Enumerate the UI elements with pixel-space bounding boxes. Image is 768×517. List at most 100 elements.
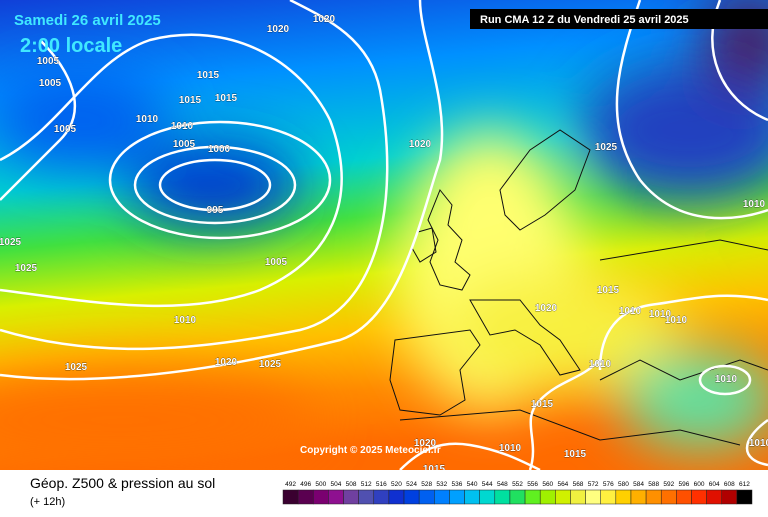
isobar-label: 1025 [65, 362, 88, 373]
isobar-label: 1020 [535, 303, 558, 314]
legend-swatch [600, 489, 617, 505]
legend-label: 544 [482, 481, 493, 488]
legend-label: 532 [436, 481, 447, 488]
legend-label: 584 [633, 481, 644, 488]
legend-swatch [464, 489, 480, 505]
legend-label: 604 [709, 481, 720, 488]
isobar-label: 1010 [619, 306, 642, 317]
legend-label: 520 [391, 481, 402, 488]
isobar-label: 1005 [39, 78, 62, 89]
legend-label: 516 [376, 481, 387, 488]
isobar-label: 1000 [208, 144, 231, 155]
legend-swatch [328, 489, 344, 505]
forecast-date: Samedi 26 avril 2025 [14, 12, 161, 29]
legend-swatch [509, 489, 526, 505]
legend-swatch [570, 489, 586, 505]
isobar-label: 1010 [589, 359, 612, 370]
warm-area [0, 370, 320, 470]
isobar-label: 1025 [0, 237, 22, 248]
legend-swatch [524, 489, 541, 505]
isobar-label: 1015 [197, 70, 220, 81]
isobar-label: 1020 [267, 24, 290, 35]
coastlines [389, 129, 768, 446]
legend-label: 540 [467, 481, 478, 488]
footer-step: (+ 12h) [30, 496, 65, 508]
isobar-label: 1010 [715, 374, 738, 385]
legend-swatch [313, 489, 329, 505]
legend-label: 512 [361, 481, 372, 488]
isobar-label: 1005 [37, 56, 60, 67]
legend-label: 600 [694, 481, 705, 488]
legend-swatch [585, 489, 601, 505]
run-info: Run CMA 12 Z du Vendredi 25 avril 2025 [480, 14, 689, 26]
legend-swatch [297, 489, 314, 505]
isobar-label: 1010 [743, 199, 766, 210]
legend-swatch [388, 489, 405, 505]
copyright: Copyright © 2025 Meteociel.fr [300, 445, 441, 456]
isobar-label: 1010 [749, 438, 768, 449]
legend-swatch [676, 489, 692, 505]
legend-swatch [479, 489, 496, 505]
legend-label: 560 [542, 481, 553, 488]
legend-swatch [645, 489, 662, 505]
legend-swatch [691, 489, 707, 505]
legend-label: 504 [331, 481, 342, 488]
legend-label: 548 [497, 481, 508, 488]
isobar-label: 1005 [173, 139, 196, 150]
legend-label: 564 [557, 481, 568, 488]
legend-swatch [358, 489, 375, 505]
forecast-time: 2:00 locale [20, 35, 122, 57]
legend-swatch [706, 489, 722, 505]
legend-swatch [660, 489, 677, 505]
legend-swatch [434, 489, 450, 505]
isobar-label: 1020 [409, 139, 432, 150]
legend-label: 508 [346, 481, 357, 488]
legend-swatch [418, 489, 435, 505]
legend-label: 568 [573, 481, 584, 488]
legend-label: 528 [421, 481, 432, 488]
isobar-label: 1005 [265, 257, 288, 268]
run-box [470, 9, 768, 29]
isobar-label: 1010 [174, 315, 197, 326]
legend-label: 536 [452, 481, 463, 488]
isobar-label: 1010 [649, 309, 672, 320]
isobar-label: 1025 [259, 359, 282, 370]
legend-swatch [373, 489, 390, 505]
trough [130, 145, 300, 225]
isobar-label: 1020 [215, 357, 238, 368]
isobar-label: 1025 [595, 142, 618, 153]
legend-label: 576 [603, 481, 614, 488]
isobar-label: 1015 [597, 285, 620, 296]
legend-swatch [449, 489, 465, 505]
legend-label: 556 [527, 481, 538, 488]
legend-label: 500 [315, 481, 326, 488]
trough [580, 60, 768, 200]
legend-label: 580 [618, 481, 629, 488]
legend-swatch [403, 489, 420, 505]
trough [0, 70, 170, 170]
isobar-label: 1020 [414, 438, 437, 449]
legend-swatch [343, 489, 359, 505]
isobar-label: 1010 [136, 114, 159, 125]
legend-label: 588 [648, 481, 659, 488]
legend-label: 608 [724, 481, 735, 488]
isobar-label: 1010 [499, 443, 522, 454]
legend-swatch [630, 489, 647, 505]
legend-swatch [615, 489, 632, 505]
isobar-label: 1010 [665, 315, 688, 326]
isobar-label: 1025 [15, 263, 38, 274]
isobar-label: 1020 [313, 14, 336, 25]
isobar-label: 1015 [215, 93, 238, 104]
isobar-label: 1015 [564, 449, 587, 460]
legend-label: 596 [678, 481, 689, 488]
isobar-label: 1015 [531, 399, 554, 410]
legend-swatch [539, 489, 556, 505]
legend-swatch [721, 489, 738, 505]
legend-label: 572 [588, 481, 599, 488]
legend-label: 496 [300, 481, 311, 488]
legend-label: 552 [512, 481, 523, 488]
legend-swatch [555, 489, 571, 505]
legend-label: 612 [739, 481, 750, 488]
